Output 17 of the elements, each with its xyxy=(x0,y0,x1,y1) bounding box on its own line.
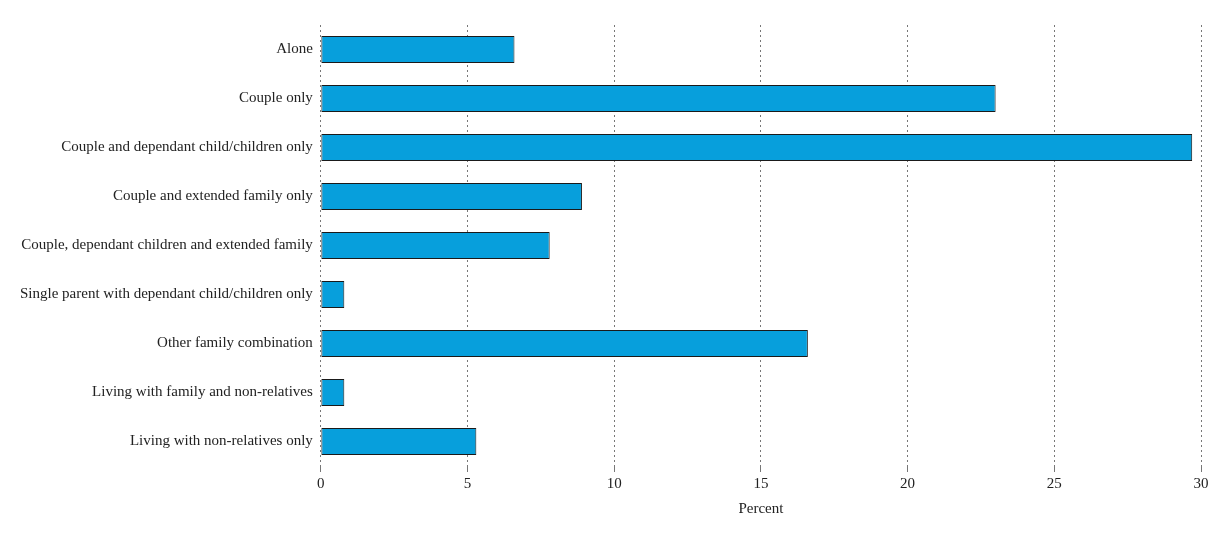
y-tick-label: Living with family and non-relatives xyxy=(92,383,314,400)
y-tick-label: Alone xyxy=(276,40,314,57)
y-tick-label: Couple and extended family only xyxy=(112,187,314,204)
x-tick-label: 20 xyxy=(900,474,916,491)
y-tick-label: Couple, dependant children and extended family xyxy=(21,236,314,253)
x-tick-label: 15 xyxy=(753,474,769,491)
y-tick-label: Couple only xyxy=(239,89,314,106)
x-tick-label: 25 xyxy=(1046,474,1062,491)
y-tick-label: Single parent with dependant child/children only xyxy=(19,285,314,302)
x-axis-title: Percent xyxy=(738,499,785,516)
x-tick-label: 0 xyxy=(317,474,325,491)
y-tick-label: Couple and dependant child/children only xyxy=(61,138,314,155)
x-tick-label: 30 xyxy=(1193,474,1209,491)
y-tick-label: Other family combination xyxy=(157,334,314,351)
x-tick-label: 5 xyxy=(463,474,472,491)
y-tick-label: Living with non-relatives only xyxy=(129,432,314,449)
x-tick-label: 10 xyxy=(606,474,622,491)
